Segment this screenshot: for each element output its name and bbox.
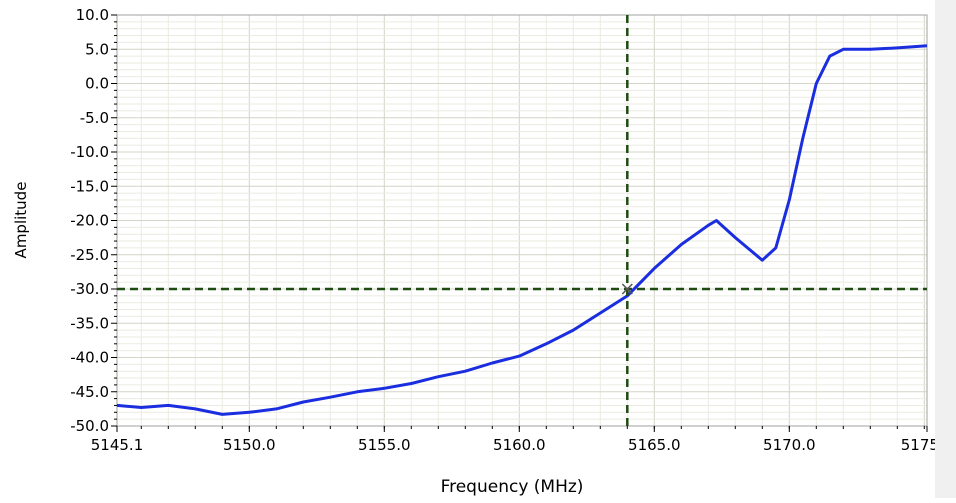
x-tick-labels: 5145.1 5150.0 5155.0 5160.0 5165.0 5170.0 5175… bbox=[91, 426, 953, 454]
y-tick-label: 0.0 bbox=[85, 75, 109, 93]
cursor-marker-icon bbox=[621, 283, 633, 295]
y-tick-labels: 10.0 5.0 0.0 -5.0 -10.0 -15.0 -20.0 -25.0 -30.0 -… bbox=[70, 6, 117, 435]
x-axis-label: Frequency (MHz) bbox=[441, 477, 584, 497]
y-tick-label: 5.0 bbox=[85, 40, 109, 58]
y-tick-label: -40.0 bbox=[70, 349, 109, 367]
y-tick-label: -5.0 bbox=[80, 109, 109, 127]
grid-layer bbox=[117, 14, 927, 427]
x-tick-label: 5165.0 bbox=[628, 436, 681, 454]
y-tick-label: -15.0 bbox=[70, 177, 109, 195]
x-tick-label: 5170.0 bbox=[763, 436, 816, 454]
series-layer bbox=[116, 44, 928, 416]
y-tick-label: -20.0 bbox=[70, 212, 109, 230]
y-tick-label: 10.0 bbox=[76, 6, 109, 24]
y-axis-label: Amplitude bbox=[12, 182, 30, 259]
y-tick-label: -10.0 bbox=[70, 143, 109, 161]
series-line bbox=[116, 44, 928, 416]
y-tick-label: -35.0 bbox=[70, 314, 109, 332]
cursor-layer[interactable] bbox=[117, 15, 927, 426]
x-tick-label: 5155.0 bbox=[358, 436, 411, 454]
y-tick-label: -50.0 bbox=[70, 417, 109, 435]
y-tick-label: -25.0 bbox=[70, 246, 109, 264]
x-tick-label: 5150.0 bbox=[223, 436, 276, 454]
x-tick-label: 5160.0 bbox=[493, 436, 546, 454]
y-tick-label: -30.0 bbox=[70, 280, 109, 298]
right-scroll-strip bbox=[935, 0, 956, 498]
y-tick-label: -45.0 bbox=[70, 383, 109, 401]
x-tick-label: 5145.1 bbox=[91, 436, 144, 454]
